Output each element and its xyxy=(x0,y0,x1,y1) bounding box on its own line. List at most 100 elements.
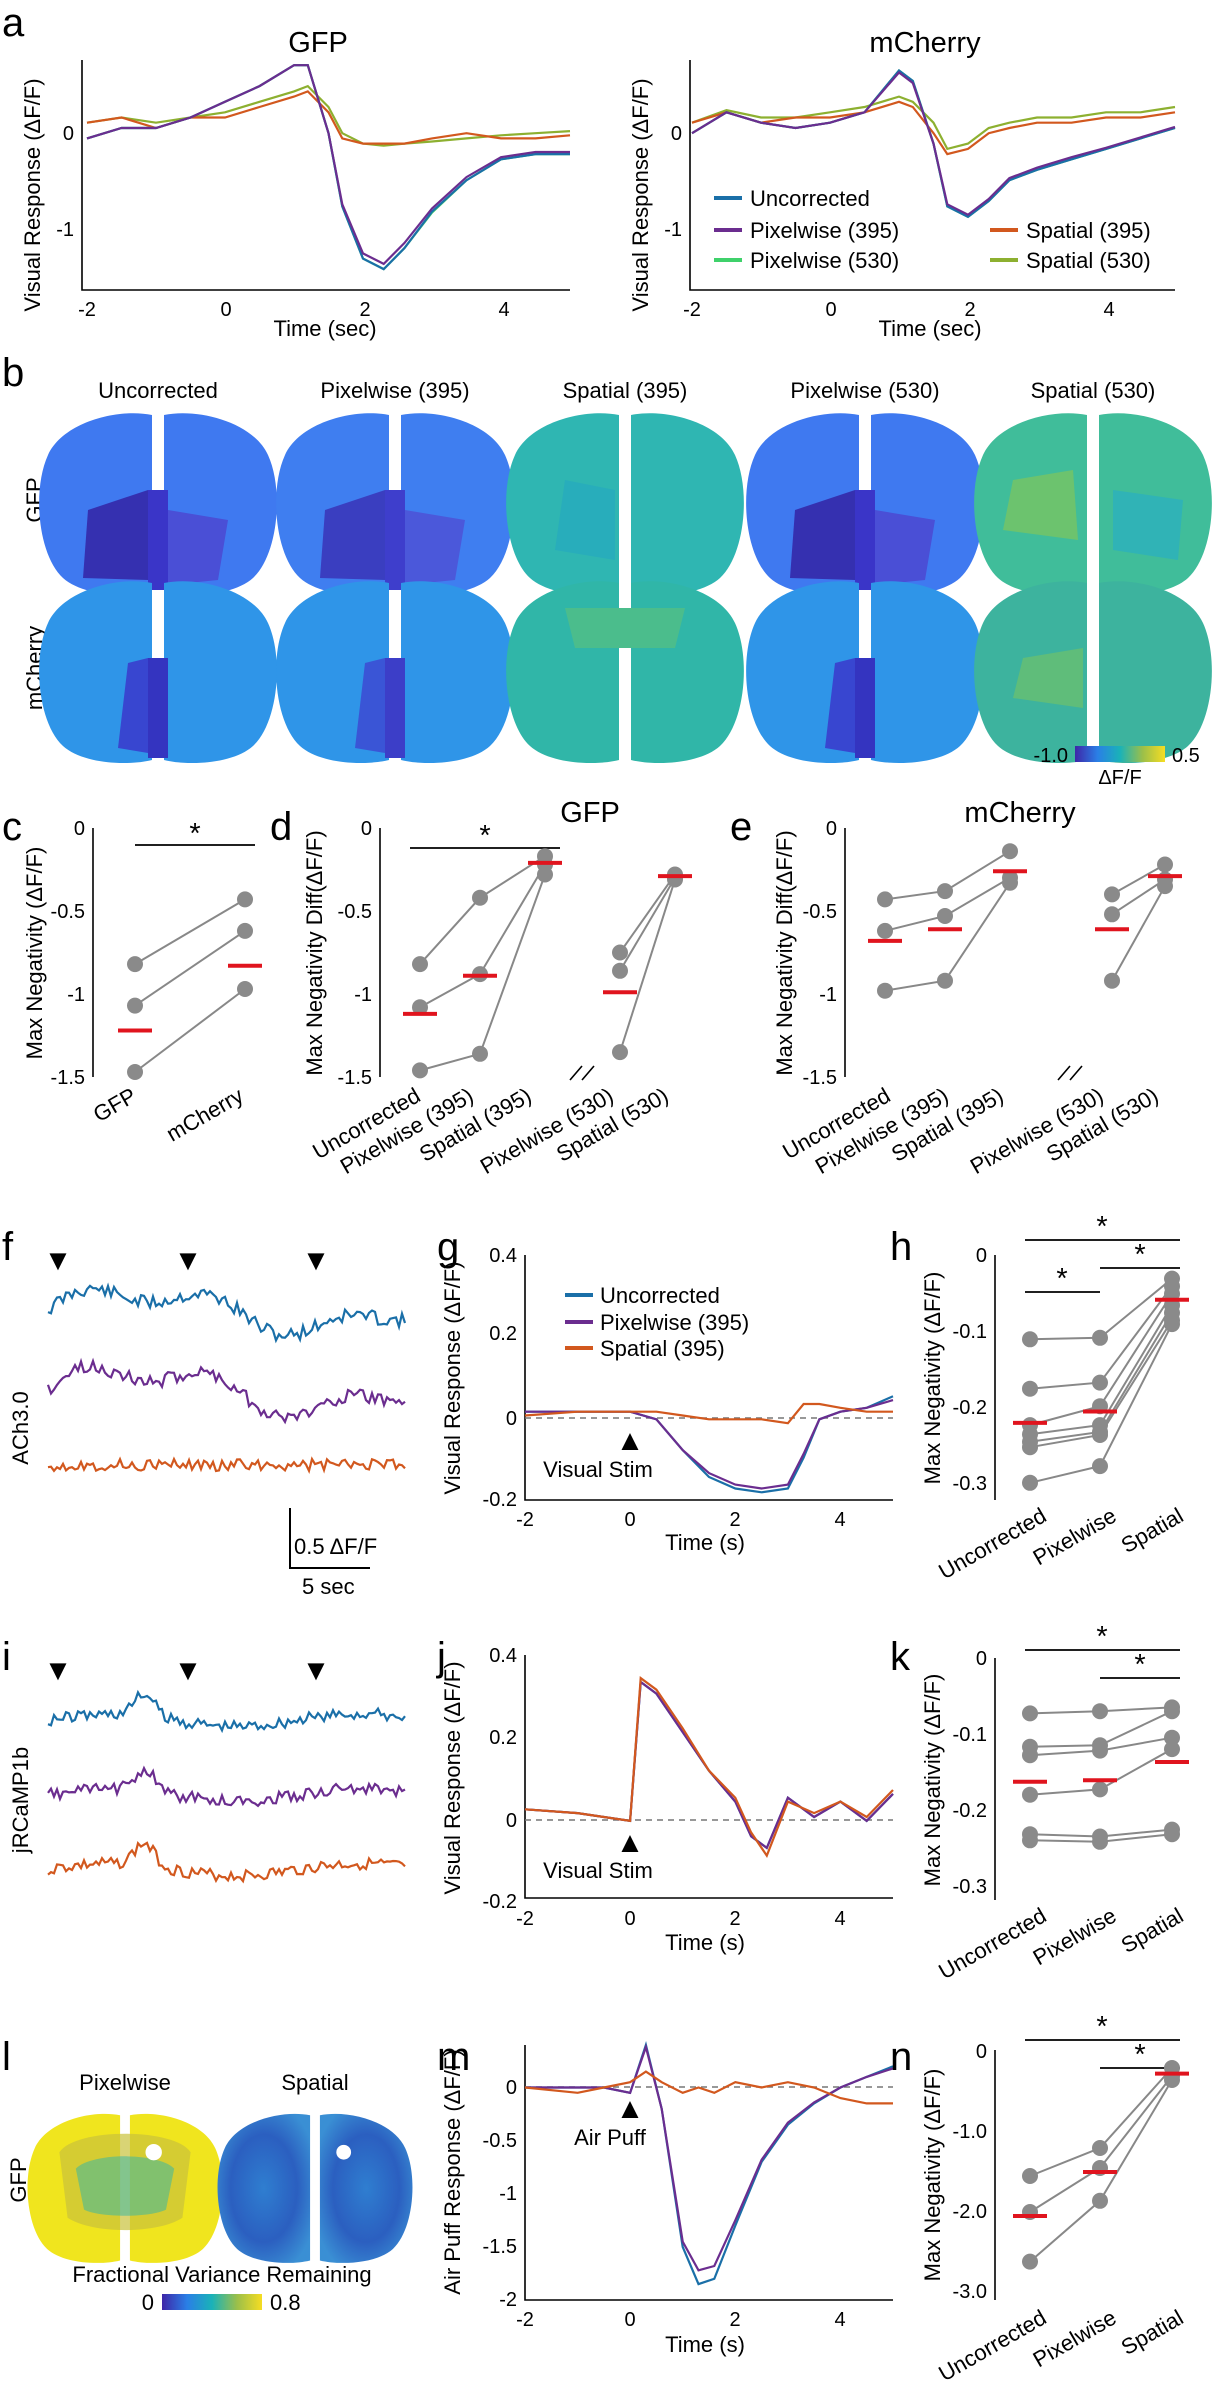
g-stim-arrow-icon: ▲ xyxy=(616,1425,645,1457)
panel-m-plot: 0 -0.5 -1 -1.5 -2 -2 0 2 4 Time (s) Air … xyxy=(440,2041,894,2357)
g-annotation: Visual Stim xyxy=(543,1457,653,1482)
a-mch-xtick: 4 xyxy=(1103,299,1114,321)
line-uncorrected xyxy=(86,64,570,271)
n-ytick: 0 xyxy=(976,2041,987,2063)
g-legend: Uncorrected Pixelwise (395) Spatial (395… xyxy=(565,1283,749,1361)
data-point xyxy=(1092,1458,1108,1475)
m-ytick: -0.5 xyxy=(483,2130,517,2152)
panel-l-label: l xyxy=(2,2035,11,2079)
data-point xyxy=(877,891,893,908)
connector-line xyxy=(134,930,246,1007)
panel-a-gfp-axes xyxy=(81,60,570,291)
a-gfp-xtick: -2 xyxy=(78,299,96,321)
data-point xyxy=(127,956,143,973)
legend-spatial395: Spatial (395) xyxy=(1026,218,1151,243)
connector-line xyxy=(1111,885,1166,982)
b-colorbar-gradient xyxy=(1075,746,1165,762)
b-col-header: Spatial (530) xyxy=(1031,378,1156,403)
data-point xyxy=(1157,878,1173,895)
legend-pixelwise530: Pixelwise (530) xyxy=(750,248,899,273)
g-legend-uncorrected: Uncorrected xyxy=(600,1283,720,1308)
legend-spatial530: Spatial (530) xyxy=(1026,248,1151,273)
m-ytick: 0 xyxy=(506,2077,517,2099)
connector-line xyxy=(1029,1304,1173,1436)
j-xtick: -2 xyxy=(516,1908,534,1930)
brain-map-mcherry-pixelwise530 xyxy=(746,581,984,764)
data-point xyxy=(877,982,893,999)
f-stim-marker-icon: ▼ xyxy=(174,1245,203,1277)
brain-map-gfp-pixelwise395 xyxy=(276,413,514,596)
a-mch-xlabel: Time (sec) xyxy=(878,316,981,341)
j-xtick: 4 xyxy=(834,1908,845,1930)
b-colorbar-min: -1.0 xyxy=(1034,745,1068,767)
connector-line xyxy=(134,988,246,1073)
panel-j-label: j xyxy=(436,1635,446,1679)
l-colorbar-gradient xyxy=(162,2294,262,2310)
connector-line xyxy=(1111,863,1166,896)
panel-m-label: m xyxy=(437,2035,470,2079)
data-point xyxy=(1104,972,1120,989)
a-gfp-ytick: 0 xyxy=(63,123,74,145)
panel-n-label: n xyxy=(890,2035,912,2079)
f-trace-spatial xyxy=(47,1456,406,1475)
data-point xyxy=(1092,1742,1108,1759)
panel-n-marks xyxy=(1013,2060,1189,2270)
line-spatial-395- xyxy=(524,1402,893,1425)
data-point xyxy=(937,908,953,924)
line-pixelwise-530- xyxy=(86,64,570,271)
legend-uncorrected: Uncorrected xyxy=(750,186,870,211)
d-axis-break xyxy=(569,1065,595,1081)
line-pixelwise-395- xyxy=(691,70,1176,216)
a-mch-xtick: -2 xyxy=(683,299,701,321)
panel-d-label: d xyxy=(270,805,292,849)
data-point xyxy=(877,922,893,939)
c-ytick: 0 xyxy=(74,818,85,840)
e-ytick: 0 xyxy=(826,818,837,840)
m-xtick: 4 xyxy=(834,2309,845,2331)
panel-c-label: c xyxy=(2,805,22,849)
f-row-label: ACh3.0 xyxy=(8,1391,33,1464)
line-spatial-395- xyxy=(691,100,1176,156)
g-ylabel: Visual Response (ΔF/F) xyxy=(440,1261,465,1494)
d-ytick: -0.5 xyxy=(338,901,372,923)
c-xtick: GFP xyxy=(89,1083,141,1127)
g-xtick: 4 xyxy=(834,1509,845,1531)
a-gfp-xtick: 0 xyxy=(220,299,231,321)
data-point xyxy=(612,1044,628,1061)
data-point xyxy=(472,889,488,906)
data-point xyxy=(1092,2192,1108,2209)
panel-c-marks xyxy=(118,891,262,1080)
data-point xyxy=(1157,856,1173,873)
b-col-header: Pixelwise (395) xyxy=(320,378,469,403)
data-point xyxy=(1104,886,1120,903)
g-xlabel: Time (s) xyxy=(665,1530,745,1555)
panel-c-plot: Max Negativity (ΔF/F) 0 -0.5 -1 -1.5 * G… xyxy=(22,818,262,1147)
brain-map-gfp-spatial395 xyxy=(506,413,744,596)
j-xlabel: Time (s) xyxy=(665,1930,745,1955)
e-axis-break xyxy=(1057,1065,1083,1081)
i-row-label: jRCaMP1b xyxy=(8,1747,33,1854)
panel-h-label: h xyxy=(890,1225,912,1269)
data-point xyxy=(412,1062,428,1079)
l-row-label: GFP xyxy=(6,2157,31,2202)
n-xtick: Spatial xyxy=(1117,2305,1188,2360)
line-pixelwise-395- xyxy=(525,1399,894,1490)
f-trace-uncorrected xyxy=(47,1282,407,1344)
data-point xyxy=(1092,1703,1108,1720)
line-pixelwise-395- xyxy=(524,1679,894,1850)
panel-a-gfp-plot: 0 -1 -2 0 2 4 Time (sec) Visual Response… xyxy=(20,60,571,341)
k-ytick: -0.1 xyxy=(953,1724,987,1746)
l-pixelwise-map xyxy=(27,2113,223,2263)
data-point xyxy=(1092,2140,1108,2156)
a-mch-ylabel: Visual Response (ΔF/F) xyxy=(628,78,653,311)
panel-a-mcherry-plot: 0 -1 -2 0 2 4 Time (sec) Visual Response… xyxy=(628,60,1176,341)
data-point xyxy=(1022,1705,1038,1722)
a-gfp-xtick: 2 xyxy=(359,299,370,321)
h-xtick: Uncorrected xyxy=(934,1503,1050,1585)
j-ytick: 0 xyxy=(506,1810,517,1832)
connector-line xyxy=(1111,878,1166,916)
data-point xyxy=(1002,843,1018,860)
l-colorbar-label: Fractional Variance Remaining xyxy=(72,2262,371,2287)
panel-d-marks xyxy=(403,848,692,1079)
connector-line xyxy=(419,855,546,965)
